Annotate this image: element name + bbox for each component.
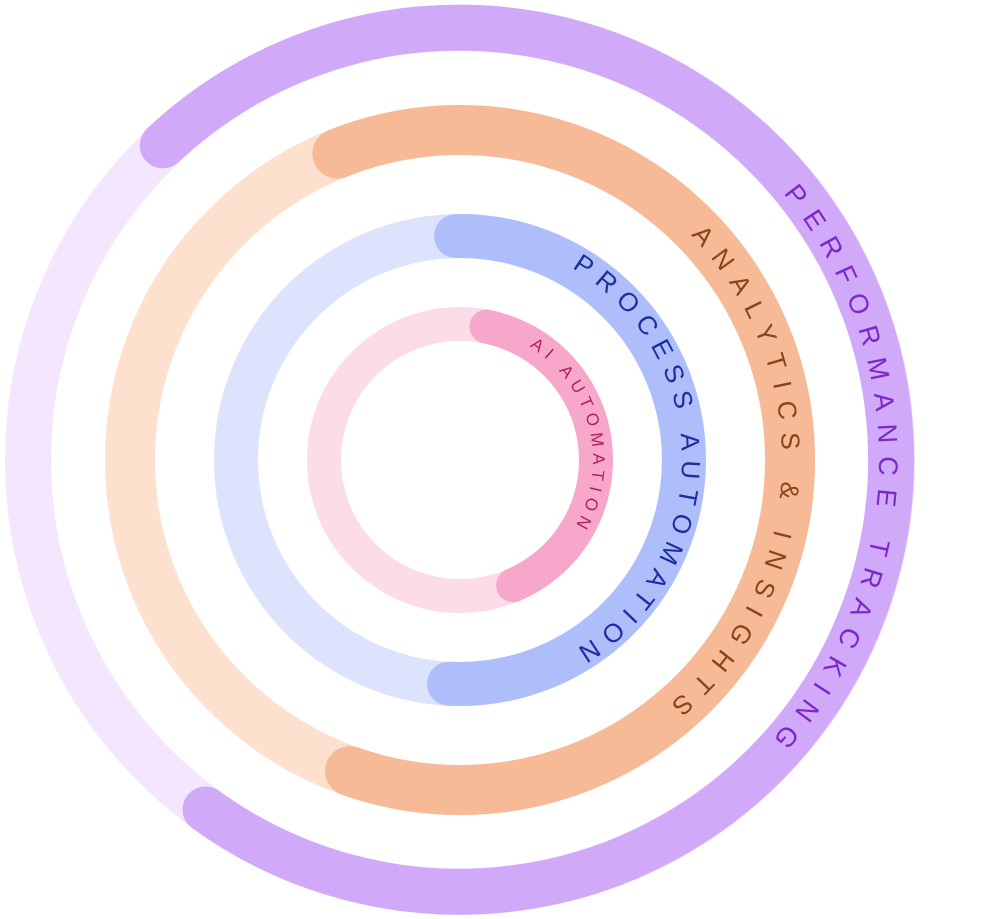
ring-performance-arc bbox=[139, 4, 915, 915]
ring-ai: AI AUTOMATION bbox=[307, 307, 613, 613]
ring-analytics-arc bbox=[312, 105, 816, 815]
ring-process: PROCESS AUTOMATION bbox=[214, 213, 706, 706]
ring-ai-arc bbox=[469, 309, 613, 603]
ring-process-arc bbox=[427, 213, 706, 706]
